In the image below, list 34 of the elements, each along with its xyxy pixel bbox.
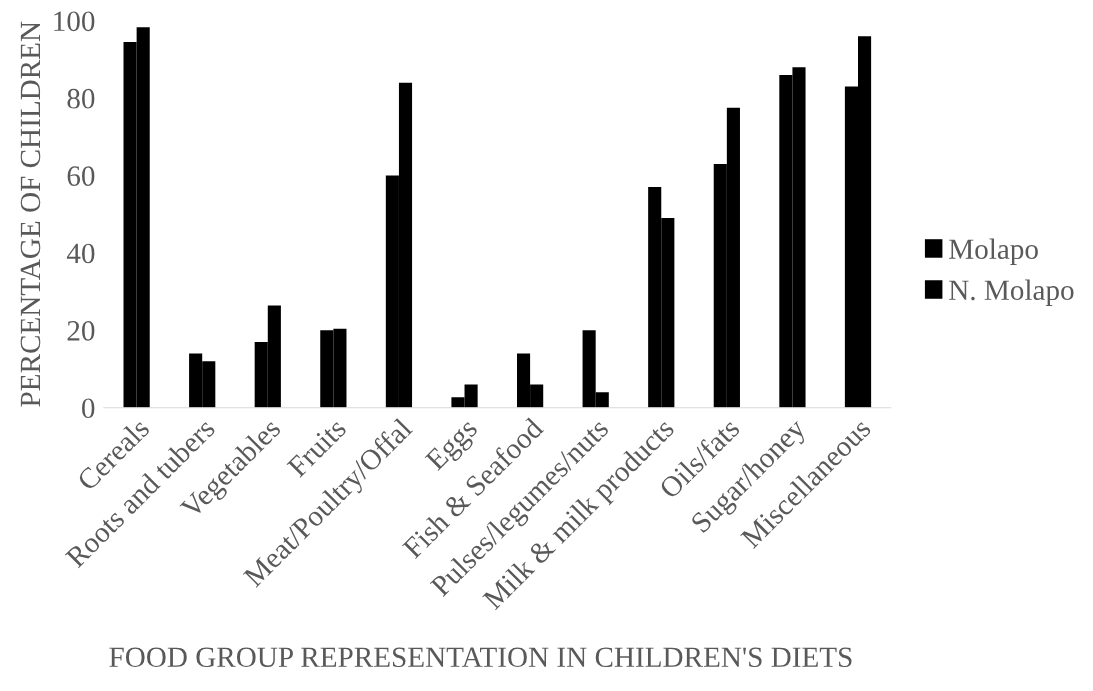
bar [595, 392, 609, 408]
bar [779, 74, 793, 408]
y-tick-label: 80 [67, 88, 95, 109]
bar [792, 67, 806, 408]
y-tick-label: 20 [67, 321, 95, 341]
bar [267, 305, 281, 408]
bar [320, 330, 334, 408]
bar [516, 353, 531, 408]
bar [189, 353, 203, 408]
bar [726, 107, 740, 408]
bar [661, 218, 675, 408]
y-tick-label: 0 [82, 398, 95, 419]
bar [202, 361, 216, 408]
bar [451, 397, 465, 408]
bar [713, 163, 727, 408]
bar [648, 187, 662, 408]
bar [398, 82, 413, 408]
bar [464, 384, 478, 408]
bar [844, 86, 858, 408]
bar [858, 36, 872, 408]
y-tick-label: 60 [67, 166, 95, 186]
y-axis-title: PERCENTAGE OF CHILDREN [20, 21, 41, 407]
y-tick-label: 40 [66, 243, 95, 264]
bar [123, 42, 137, 408]
bar [136, 27, 150, 408]
x-axis-title: FOOD GROUP REPRESENTATION IN CHILDREN'S DIETS [109, 647, 852, 668]
bar [530, 384, 544, 408]
legend-label: Molapo [949, 238, 1038, 265]
bar [254, 341, 268, 408]
bar [385, 175, 399, 408]
bar [582, 330, 596, 408]
y-tick-label: 100 [54, 11, 95, 32]
legend-label: N. Molapo [949, 279, 1074, 306]
bar [333, 328, 347, 408]
